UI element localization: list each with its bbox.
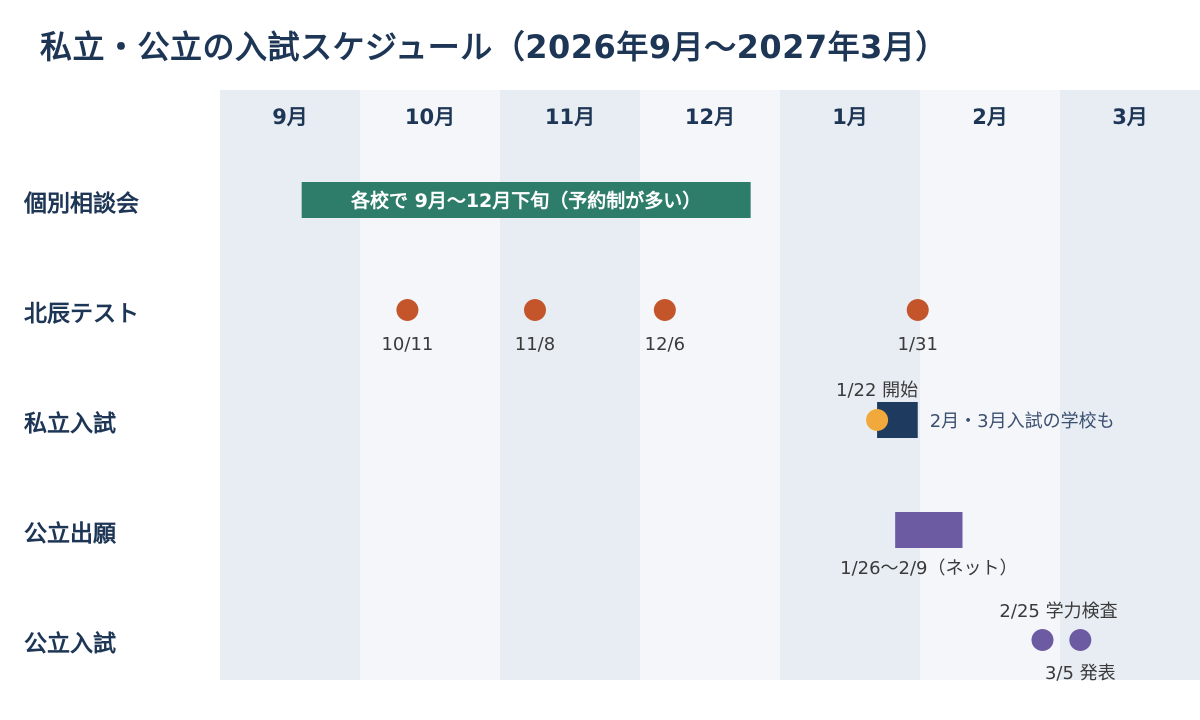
event-point (653, 299, 676, 321)
point-label: 12/6 (645, 334, 685, 355)
month-label: 3月 (1112, 105, 1148, 129)
event-point (866, 409, 889, 431)
month-band (640, 90, 780, 680)
row-label: 公立出願 (24, 521, 116, 547)
month-band (1060, 90, 1200, 680)
event-point (524, 299, 546, 321)
point-label: 3/5 発表 (1045, 663, 1116, 684)
row-note: 2月・3月入試の学校も (930, 411, 1115, 432)
month-label: 1月 (832, 105, 868, 129)
point-label: 1/22 開始 (836, 380, 918, 401)
month-band (500, 90, 640, 680)
month-label: 9月 (272, 105, 308, 129)
event-point (396, 299, 419, 321)
event-point (1069, 629, 1092, 651)
bar-label: 各校で 9月〜12月下旬（予約制が多い） (350, 189, 701, 212)
event-point (1031, 629, 1054, 651)
row-label: 北辰テスト (24, 301, 139, 327)
month-band (220, 90, 360, 680)
row-label: 個別相談会 (24, 191, 139, 217)
month-label: 2月 (972, 105, 1008, 129)
point-label: 11/8 (515, 334, 555, 355)
point-label: 1/31 (898, 334, 938, 355)
row-label: 公立入試 (24, 631, 116, 657)
chart-title: 私立・公立の入試スケジュール（2026年9月〜2027年3月） (40, 28, 948, 66)
month-band (780, 90, 920, 680)
timeline-bar (301, 182, 751, 218)
month-label: 10月 (405, 105, 455, 129)
row-label: 私立入試 (24, 411, 116, 437)
event-point (906, 299, 929, 321)
month-band (360, 90, 500, 680)
bar-caption: 1/26〜2/9（ネット） (840, 558, 1017, 579)
point-label: 2/25 学力検査 (999, 601, 1117, 622)
point-label: 10/11 (381, 334, 433, 355)
month-band (920, 90, 1060, 680)
month-label: 12月 (685, 105, 735, 129)
timeline-bar (895, 512, 963, 548)
month-label: 11月 (545, 105, 595, 129)
